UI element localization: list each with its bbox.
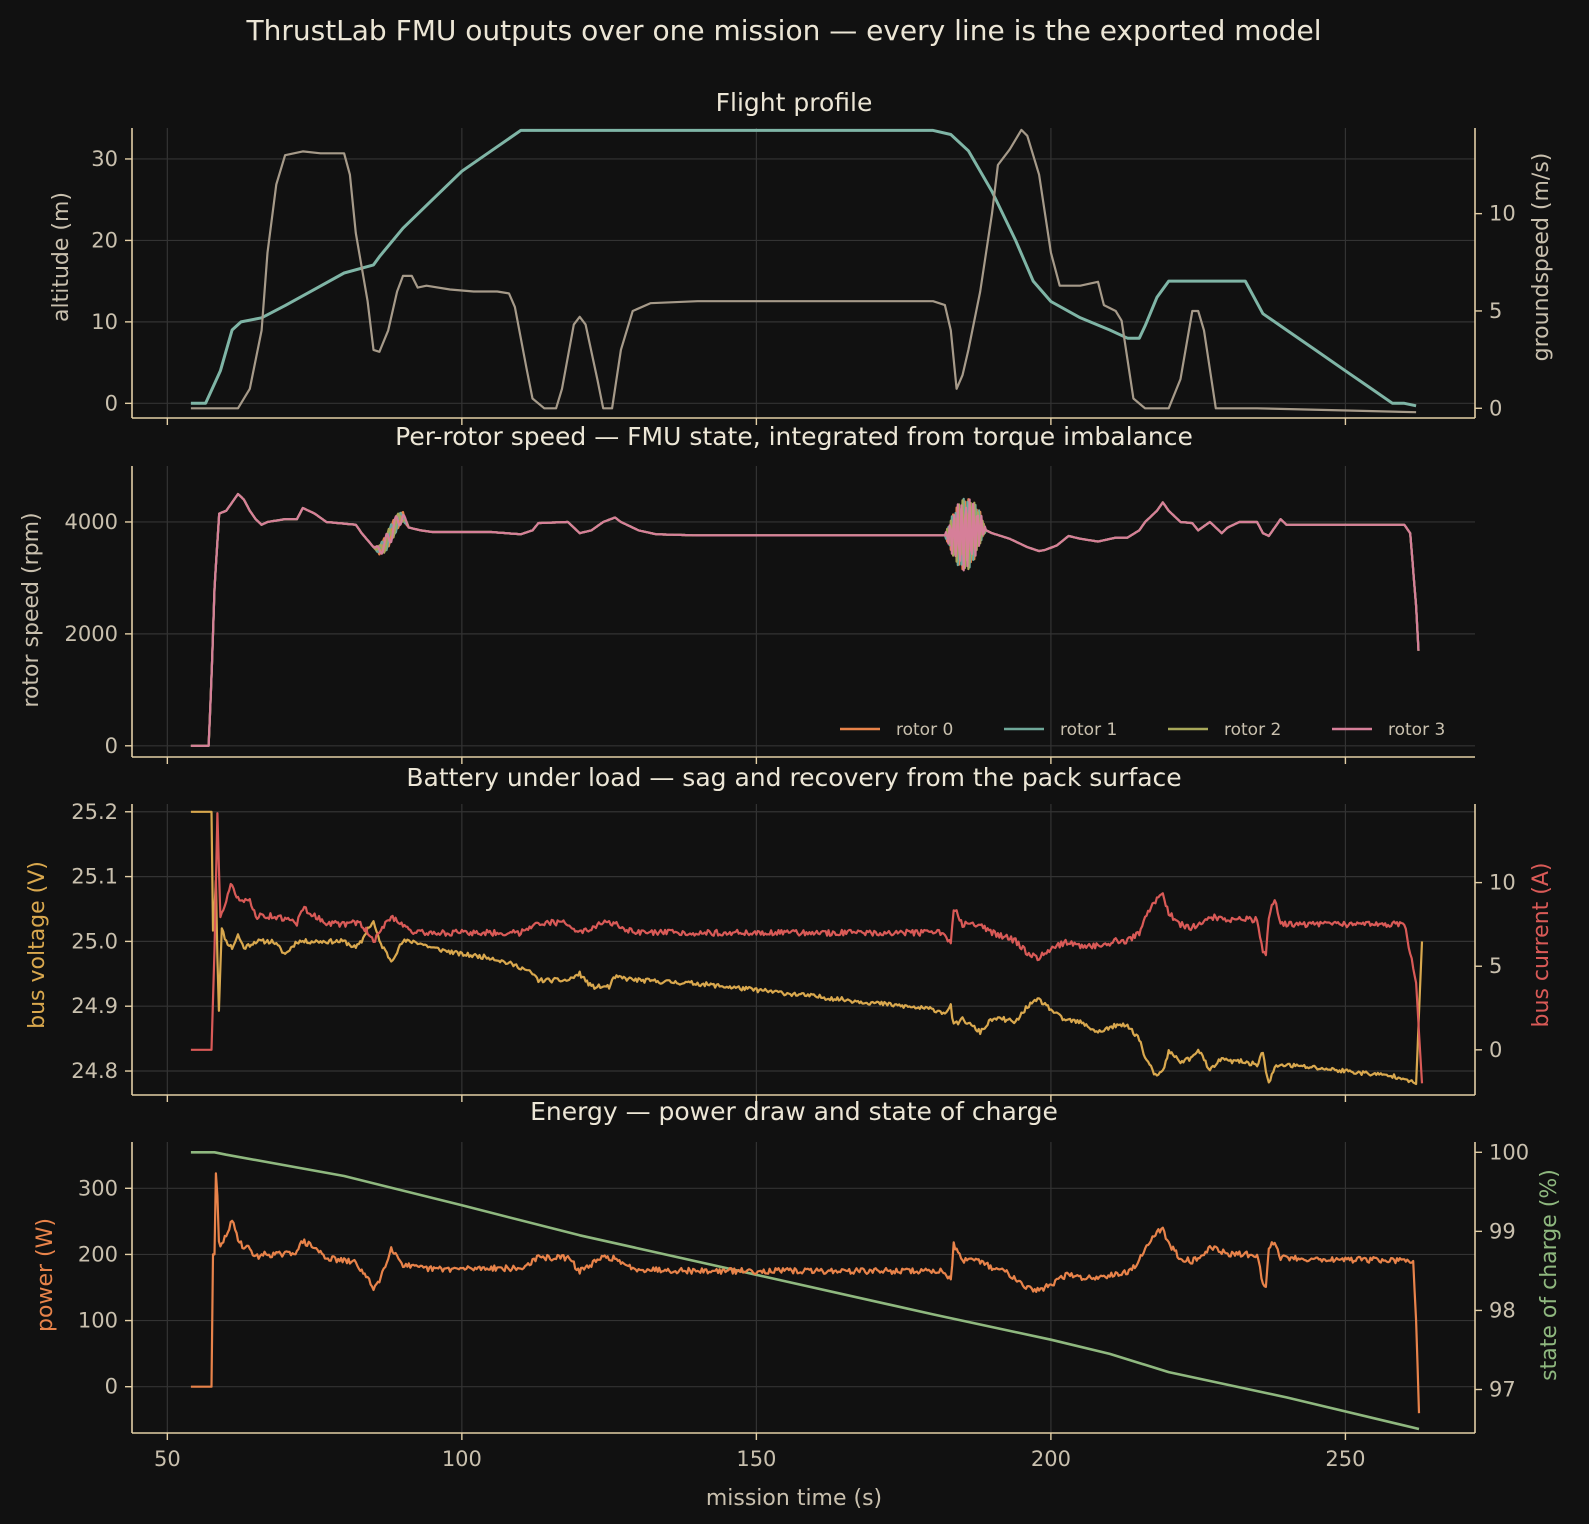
xticks-flight-profile [166, 418, 1347, 425]
ytick-label-3: 25.1 [71, 865, 118, 889]
ytick-right-label-1: 5 [1489, 299, 1502, 323]
ytick-label-2: 25.0 [71, 929, 118, 953]
ytick-label-1: 24.9 [71, 994, 118, 1018]
xtick-label-150: 150 [736, 1447, 776, 1471]
series-rotors [190, 492, 1420, 747]
xticks-battery [166, 1095, 1347, 1102]
xlabel-mission-time: mission time (s) [706, 1486, 882, 1511]
legend-rotors: rotor 0 rotor 1 rotor 2 rotor 3 [840, 720, 1445, 740]
legend-label-rotor-0: rotor 0 [896, 720, 953, 740]
ytick-label-0: 0 [105, 734, 118, 758]
ytick-label-2: 20 [91, 228, 118, 252]
series-bus-voltage [190, 810, 1424, 1086]
yticks-state-of-charge: 97 98 99 100 [1475, 1140, 1529, 1402]
figure-title: ThrustLab FMU outputs over one mission —… [246, 14, 1322, 47]
legend-item-rotor-2: rotor 2 [1168, 720, 1281, 740]
ylabel-altitude: altitude (m) [49, 192, 74, 322]
xticks-energy: 50 100 150 200 250 [154, 1433, 1365, 1471]
ylabel-state-of-charge: state of charge (%) [1537, 1169, 1562, 1381]
ylabel-rotor-speed: rotor speed (rpm) [19, 512, 44, 707]
yticks-bus-current: 0 5 10 [1475, 871, 1516, 1062]
ytick-label-4: 25.2 [71, 800, 118, 824]
legend-label-rotor-1: rotor 1 [1060, 720, 1117, 740]
ytick-right-label-2: 10 [1489, 871, 1516, 895]
ytick-label-2: 200 [78, 1242, 118, 1266]
ytick-right-label-2: 99 [1489, 1219, 1516, 1243]
ytick-label-3: 300 [78, 1176, 118, 1200]
axes-frame-rotor-speed [131, 466, 1475, 758]
ytick-right-label-3: 100 [1489, 1140, 1529, 1164]
ytick-right-label-1: 5 [1489, 954, 1502, 978]
xtick-label-200: 200 [1031, 1447, 1071, 1471]
yticks-bus-voltage: 24.8 24.9 25.0 25.1 25.2 [71, 800, 132, 1083]
series-power [190, 1172, 1421, 1414]
ytick-right-label-0: 0 [1489, 396, 1502, 420]
yticks-groundspeed: 0 5 10 [1475, 202, 1516, 420]
series-state-of-charge [190, 1151, 1420, 1431]
ytick-label-0: 0 [105, 391, 118, 415]
series-altitude [190, 128, 1417, 408]
ytick-label-1: 100 [78, 1309, 118, 1333]
ytick-right-label-1: 98 [1489, 1298, 1516, 1322]
panel-battery: Battery under load — sag and recovery fr… [25, 763, 1554, 1102]
ylabel-bus-voltage: bus voltage (V) [25, 861, 50, 1029]
line-groundspeed-m-s [190, 128, 1417, 414]
ytick-label-0: 0 [105, 1375, 118, 1399]
ytick-right-label-0: 0 [1489, 1038, 1502, 1062]
line-power-w [190, 1172, 1421, 1414]
panel-title-rotor-speed: Per-rotor speed — FMU state, integrated … [395, 422, 1193, 451]
line-bus-current-a [190, 812, 1424, 1084]
grid-battery [132, 804, 1475, 1095]
ytick-label-2: 4000 [65, 510, 118, 534]
xtick-label-50: 50 [154, 1447, 181, 1471]
xtick-label-100: 100 [442, 1447, 482, 1471]
ytick-right-label-2: 10 [1489, 202, 1516, 226]
xticks-rotor-speed [166, 757, 1347, 764]
ylabel-bus-current: bus current (A) [1529, 863, 1554, 1028]
ytick-right-label-0: 97 [1489, 1378, 1516, 1402]
legend-item-rotor-0: rotor 0 [840, 720, 953, 740]
axes-frame-flight-profile [131, 128, 1476, 419]
line-rotor-3 [190, 492, 1420, 747]
line-state-of-charge [190, 1151, 1420, 1431]
ylabel-groundspeed: groundspeed (m/s) [1529, 153, 1554, 362]
series-groundspeed [190, 128, 1417, 414]
panel-title-flight-profile: Flight profile [716, 88, 873, 117]
series-bus-current [190, 812, 1424, 1084]
ytick-label-3: 30 [91, 147, 118, 171]
legend-item-rotor-1: rotor 1 [1004, 720, 1117, 740]
line-altitude-m [190, 128, 1417, 408]
panel-title-energy: Energy — power draw and state of charge [530, 1097, 1058, 1126]
panel-flight-profile: Flight profile 0 10 20 30 0 5 10 altitude (m)… [49, 88, 1554, 425]
panel-title-battery: Battery under load — sag and recovery fr… [406, 763, 1181, 792]
grid-energy [132, 1142, 1475, 1433]
line-bus-voltage-v [190, 810, 1424, 1086]
legend-label-rotor-2: rotor 2 [1224, 720, 1281, 740]
ytick-label-1: 10 [91, 310, 118, 334]
ytick-label-1: 2000 [65, 622, 118, 646]
ytick-label-0: 24.8 [71, 1059, 118, 1083]
ylabel-power: power (W) [33, 1218, 58, 1332]
legend-label-rotor-3: rotor 3 [1388, 720, 1445, 740]
yticks-power: 0 100 200 300 [78, 1176, 132, 1399]
yticks-altitude: 0 10 20 30 [91, 147, 132, 415]
grid-flight-profile [132, 128, 1475, 418]
panel-rotor-speed: Per-rotor speed — FMU state, integrated … [19, 422, 1475, 764]
xtick-label-250: 250 [1325, 1447, 1365, 1471]
yticks-rotor-speed: 0 2000 4000 [65, 510, 132, 758]
legend-item-rotor-3: rotor 3 [1332, 720, 1445, 740]
axes-frame-battery [131, 804, 1476, 1096]
grid-rotor-speed [132, 466, 1475, 757]
axes-frame-energy [131, 1142, 1476, 1434]
panel-energy: Energy — power draw and state of charge … [33, 1097, 1562, 1471]
